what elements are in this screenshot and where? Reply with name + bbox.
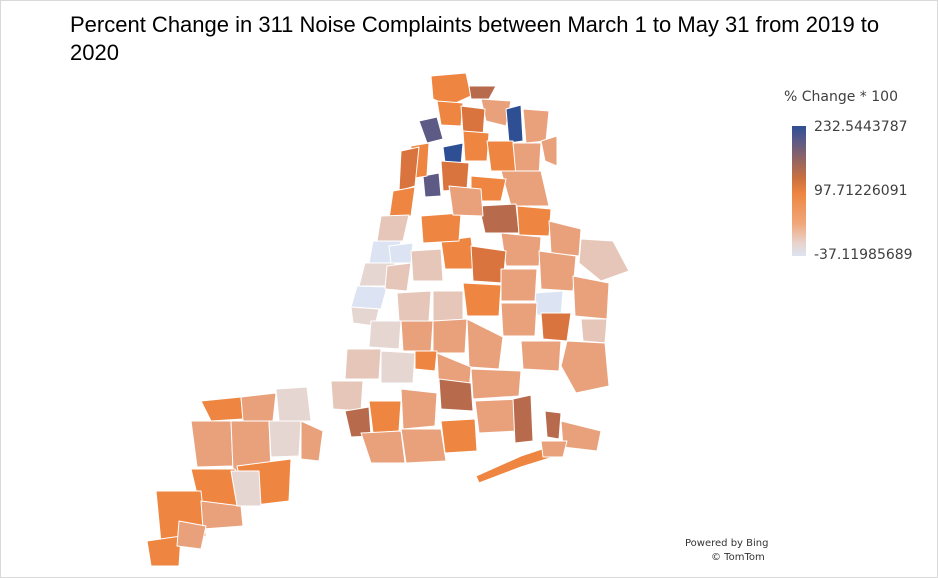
zip-area[interactable] <box>578 238 630 282</box>
zip-area[interactable] <box>430 72 472 107</box>
zip-area[interactable] <box>440 418 478 454</box>
zip-area[interactable] <box>418 116 444 144</box>
zip-area[interactable] <box>400 428 447 464</box>
zip-area[interactable] <box>462 282 502 317</box>
zip-area[interactable] <box>388 186 416 220</box>
zip-area[interactable] <box>432 318 468 354</box>
zip-area[interactable] <box>560 340 610 394</box>
zip-area[interactable] <box>230 470 262 507</box>
borough-queens <box>410 185 630 394</box>
legend-max-label: 232.5443787 <box>814 119 908 135</box>
zip-area[interactable] <box>330 380 364 412</box>
zip-area[interactable] <box>572 275 610 320</box>
zip-area[interactable] <box>438 378 474 412</box>
zip-area[interactable] <box>388 242 414 264</box>
zip-area[interactable] <box>190 420 234 468</box>
zip-area[interactable] <box>500 170 550 207</box>
zip-area[interactable] <box>422 172 442 198</box>
attribution-tomtom: © TomTom <box>711 552 765 563</box>
borough-brooklyn <box>330 290 522 464</box>
attribution-bing: Powered by Bing <box>685 538 769 549</box>
zip-area[interactable] <box>505 104 524 144</box>
zip-area[interactable] <box>384 262 412 292</box>
zip-area[interactable] <box>420 212 462 244</box>
zip-area[interactable] <box>432 290 464 322</box>
zip-area[interactable] <box>478 203 520 234</box>
zip-area[interactable] <box>436 100 464 127</box>
zip-area[interactable] <box>462 130 490 162</box>
zip-area[interactable] <box>522 108 550 144</box>
zip-area[interactable] <box>176 520 207 550</box>
zip-area[interactable] <box>470 368 522 400</box>
zip-area[interactable] <box>368 320 402 350</box>
zip-area[interactable] <box>500 232 542 267</box>
zip-area[interactable] <box>400 388 438 430</box>
zip-area[interactable] <box>538 250 577 292</box>
zip-area[interactable] <box>275 386 312 422</box>
zip-area[interactable] <box>468 85 497 100</box>
zip-area[interactable] <box>400 320 434 352</box>
zip-area[interactable] <box>344 348 382 380</box>
borough-manhattan <box>350 146 420 327</box>
zip-area[interactable] <box>500 268 538 302</box>
borough-rockaways <box>475 394 602 484</box>
zip-area[interactable] <box>300 420 324 462</box>
zip-area[interactable] <box>396 290 432 322</box>
zip-area[interactable] <box>512 394 534 444</box>
zip-area[interactable] <box>350 285 388 310</box>
borough-bronx <box>408 72 558 207</box>
chart-title: Percent Change in 311 Noise Complaints b… <box>70 12 880 65</box>
zip-area[interactable] <box>200 500 244 530</box>
zip-area[interactable] <box>376 214 410 242</box>
zip-area[interactable] <box>240 392 277 422</box>
zip-area[interactable] <box>475 445 554 484</box>
borough-staten-island <box>146 386 324 567</box>
zip-area[interactable] <box>548 220 582 257</box>
zip-area[interactable] <box>398 146 420 192</box>
zip-area[interactable] <box>268 420 302 458</box>
zip-area[interactable] <box>544 410 562 440</box>
legend-color-scale <box>792 126 806 256</box>
zip-area[interactable] <box>540 440 568 458</box>
zip-area[interactable] <box>580 318 608 344</box>
legend-title: % Change * 100 <box>784 89 898 105</box>
zip-area[interactable] <box>486 140 517 172</box>
legend-min-label: -37.11985689 <box>814 247 913 263</box>
zip-area[interactable] <box>560 420 602 452</box>
zip-area[interactable] <box>410 248 444 282</box>
zip-area[interactable] <box>414 350 438 372</box>
zip-area[interactable] <box>368 400 402 434</box>
zip-area[interactable] <box>516 205 552 237</box>
zip-area[interactable] <box>380 350 416 384</box>
zip-area[interactable] <box>200 396 244 422</box>
zip-area[interactable] <box>520 340 562 372</box>
zip-area[interactable] <box>466 318 504 370</box>
zip-area[interactable] <box>360 430 406 464</box>
legend-mid-label: 97.71226091 <box>814 183 908 199</box>
zip-area[interactable] <box>500 302 538 337</box>
zip-area[interactable] <box>540 312 572 342</box>
zip-area[interactable] <box>448 185 484 217</box>
zip-area[interactable] <box>146 535 182 567</box>
zip-area[interactable] <box>540 135 558 167</box>
